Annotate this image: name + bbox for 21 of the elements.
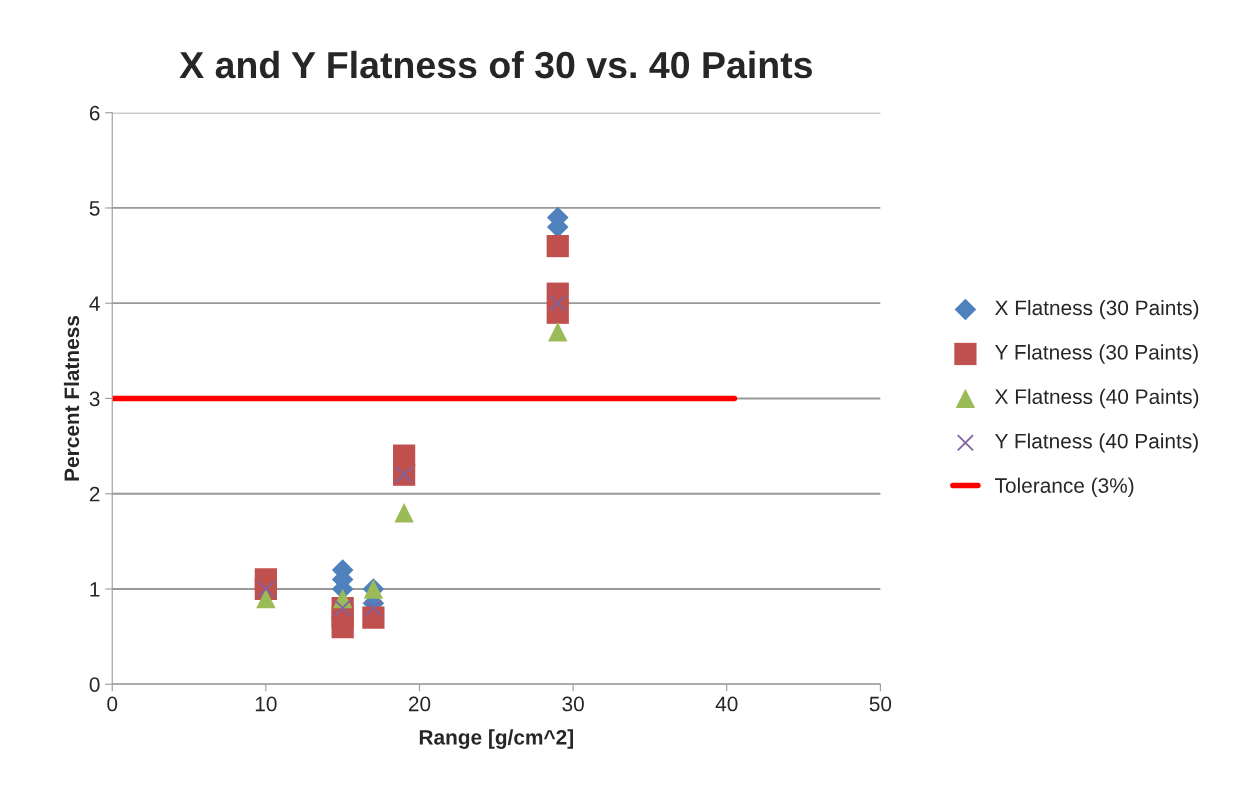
x-tick-label: 10 (255, 696, 277, 712)
x-tick-label: 40 (715, 696, 738, 712)
legend-label: Y Flatness (30 Paints) (995, 344, 1198, 364)
x-tick-label: 50 (869, 696, 892, 712)
x-tick-label: 30 (562, 696, 584, 712)
y-tick-label: 4 (89, 296, 100, 311)
y-tick-label: 1 (90, 582, 100, 597)
chart-title: X and Y Flatness of 30 vs. 40 Paints (179, 50, 812, 79)
x-tick-label: 20 (408, 696, 431, 712)
x-axis-title: Range [g/cm^2] (419, 729, 573, 749)
y-tick-label: 2 (89, 486, 100, 502)
x-tick-label: 0 (107, 696, 118, 712)
y-tick-label: 0 (89, 677, 100, 692)
legend-label: Tolerance (3%) (995, 477, 1134, 498)
y-tick-label: 6 (89, 105, 100, 121)
y-tick-label: 5 (89, 201, 100, 216)
y-axis-title: Percent Flatness (63, 315, 80, 481)
y-tick-label: 3 (89, 391, 100, 407)
legend-label: X Flatness (30 Paints) (995, 299, 1199, 320)
legend-label: X Flatness (40 Paints) (995, 388, 1199, 409)
legend-label: Y Flatness (40 Paints) (995, 433, 1198, 453)
